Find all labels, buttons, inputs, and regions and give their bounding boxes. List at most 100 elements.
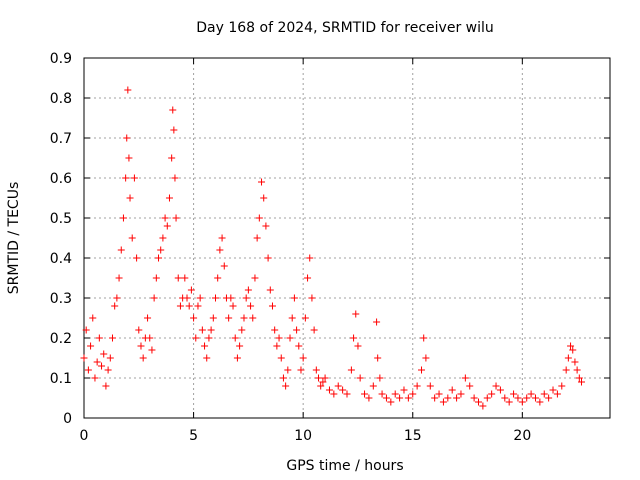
data-point [95, 334, 103, 342]
data-point [159, 234, 167, 242]
data-point [227, 294, 235, 302]
y-tick-label: 0.2 [50, 331, 72, 347]
data-point [288, 314, 296, 322]
data-point [510, 390, 518, 398]
data-point [378, 390, 386, 398]
data-point [536, 398, 544, 406]
data-point [137, 342, 145, 350]
data-point [253, 234, 261, 242]
data-point [304, 274, 312, 282]
data-point [308, 294, 316, 302]
data-point [187, 286, 195, 294]
data-point [82, 326, 90, 334]
data-point [194, 302, 202, 310]
data-point [431, 394, 439, 402]
data-point [225, 314, 233, 322]
data-point [170, 126, 178, 134]
data-point [203, 354, 211, 362]
data-point [518, 398, 526, 406]
data-point [236, 342, 244, 350]
data-point [286, 334, 294, 342]
data-point [562, 366, 570, 374]
data-point [273, 342, 281, 350]
data-point [100, 350, 108, 358]
data-point [168, 154, 176, 162]
data-point [435, 390, 443, 398]
data-point [343, 390, 351, 398]
y-axis-label: SRMTID / TECUs [6, 182, 22, 295]
y-tick-label: 0.1 [50, 371, 72, 387]
data-point [470, 394, 478, 402]
data-point [325, 386, 333, 394]
data-point [279, 374, 287, 382]
data-point [350, 334, 358, 342]
x-tick-label: 10 [294, 428, 312, 444]
data-point [369, 382, 377, 390]
x-tick-label: 20 [513, 428, 531, 444]
data-point [299, 354, 307, 362]
data-point [163, 222, 171, 230]
data-point [448, 386, 456, 394]
data-point [165, 194, 173, 202]
data-point [352, 310, 360, 318]
data-point [466, 382, 474, 390]
data-point [578, 378, 586, 386]
data-point [301, 314, 309, 322]
data-point [475, 398, 482, 406]
data-point [422, 354, 430, 362]
data-point [439, 398, 447, 406]
data-point [365, 394, 373, 402]
y-tick-label: 0.7 [50, 131, 72, 147]
data-point [501, 394, 509, 402]
data-point [271, 326, 279, 334]
data-point [216, 246, 224, 254]
data-point [87, 342, 95, 350]
data-point [564, 354, 572, 362]
data-point [575, 374, 583, 382]
data-point [258, 178, 266, 186]
data-point [123, 134, 131, 142]
data-point [98, 362, 106, 370]
x-tick-label: 5 [189, 428, 198, 444]
data-point [266, 286, 274, 294]
data-point [492, 382, 500, 390]
data-point [505, 398, 513, 406]
data-point [330, 390, 338, 398]
data-point [185, 302, 193, 310]
data-point [108, 334, 116, 342]
data-point [293, 326, 301, 334]
data-point [155, 254, 163, 262]
data-point [264, 254, 272, 262]
data-point [251, 274, 259, 282]
data-point [93, 358, 101, 366]
data-point [201, 342, 209, 350]
data-point [321, 374, 329, 382]
data-point [113, 294, 121, 302]
axis-ticks [83, 57, 610, 419]
data-point [102, 382, 110, 390]
data-point [205, 334, 213, 342]
data-point [496, 386, 504, 394]
data-point [161, 214, 169, 222]
data-points [80, 86, 586, 410]
data-point [231, 334, 239, 342]
data-point [354, 342, 362, 350]
y-tick-label: 0.5 [50, 211, 72, 227]
data-point [295, 342, 303, 350]
y-tick-labels: 0 0.1 0.2 0.3 0.4 0.5 0.6 0.7 0.8 0.9 [50, 51, 72, 427]
data-point [181, 274, 189, 282]
data-point [218, 234, 226, 242]
data-point [317, 382, 325, 390]
data-point [527, 390, 535, 398]
data-point [400, 386, 408, 394]
x-axis-label: GPS time / hours [286, 458, 403, 474]
data-point [540, 390, 548, 398]
data-point [453, 394, 461, 402]
data-point [240, 314, 248, 322]
data-point [569, 346, 577, 354]
data-point [373, 318, 381, 326]
data-point [176, 302, 184, 310]
data-point [553, 390, 561, 398]
x-tick-labels: 0 5 10 15 20 [80, 428, 532, 444]
data-point [339, 386, 347, 394]
